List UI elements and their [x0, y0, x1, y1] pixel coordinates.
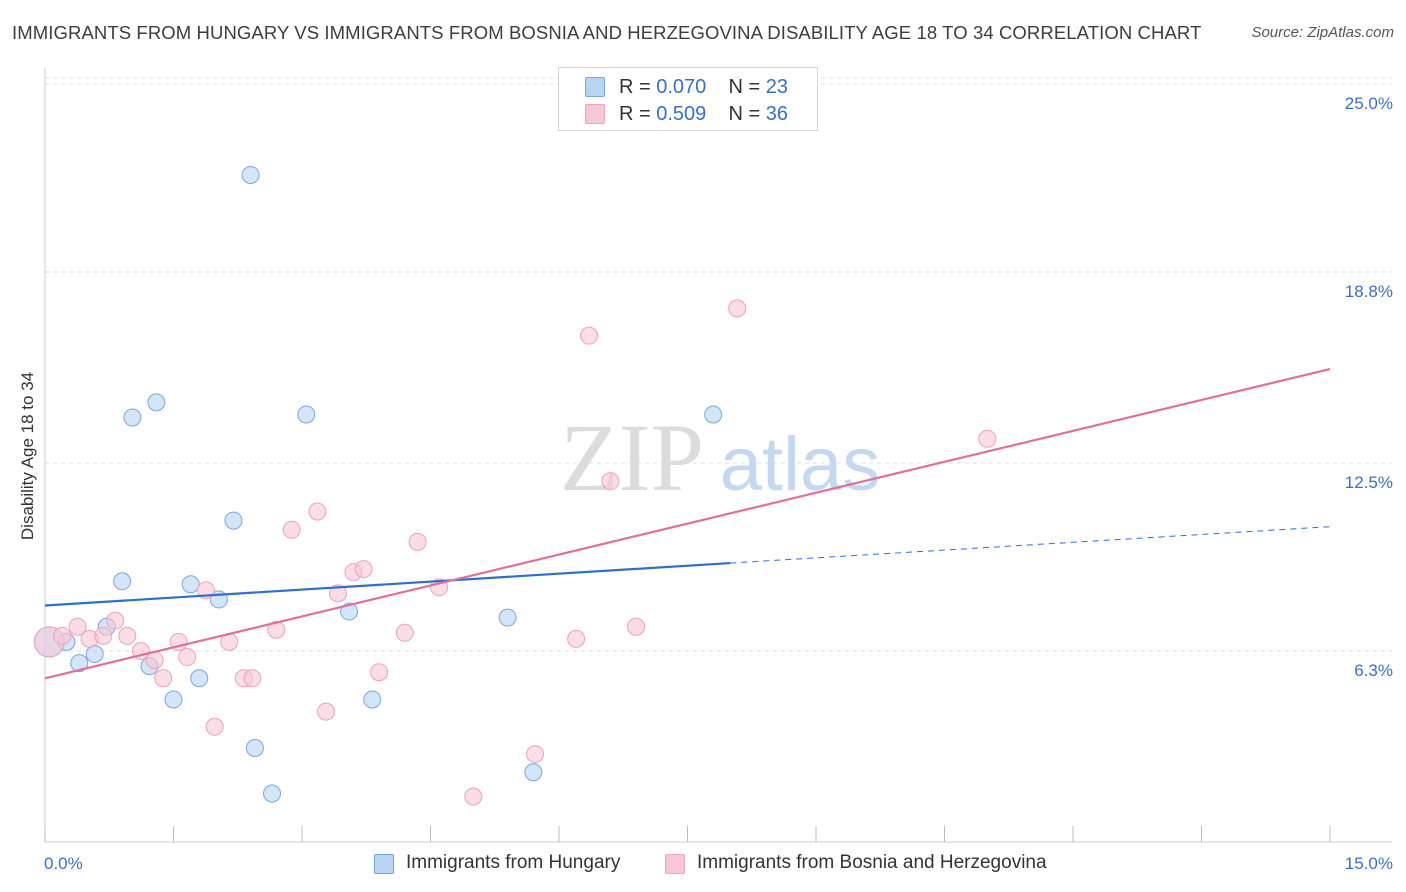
chart-title: IMMIGRANTS FROM HUNGARY VS IMMIGRANTS FR…	[12, 22, 1202, 43]
data-point	[627, 617, 646, 636]
data-point	[164, 690, 183, 709]
data-point	[464, 787, 483, 806]
data-point	[106, 611, 125, 630]
data-point	[340, 602, 359, 621]
y-tick-label: 18.8%	[1345, 282, 1393, 301]
data-point	[728, 299, 747, 318]
trend-line-hungary-extension	[730, 526, 1331, 564]
data-point	[245, 739, 264, 758]
data-point	[205, 717, 224, 736]
zipatlas-watermark: ZIP atlas	[560, 404, 880, 511]
legend-bottom-label-hungary: Immigrants from Hungary	[406, 852, 621, 873]
legend-n-value: 36	[765, 103, 789, 125]
data-point	[178, 648, 197, 667]
legend-bottom-label-bosnia: Immigrants from Bosnia and Herzegovina	[697, 852, 1047, 873]
data-point	[308, 502, 327, 521]
series-bosnia-points	[33, 299, 997, 806]
data-point	[524, 763, 543, 782]
data-point	[579, 326, 598, 345]
legend-bottom-swatch-hungary	[374, 854, 394, 874]
grid-lines	[45, 77, 1392, 652]
legend-r-label: R =	[619, 103, 657, 125]
data-point	[154, 669, 173, 688]
data-point	[263, 784, 282, 803]
data-point	[704, 405, 723, 424]
data-point	[297, 405, 316, 424]
legend-n-label: N =	[728, 103, 766, 125]
legend-r-label: R =	[619, 76, 657, 98]
data-point	[978, 429, 997, 448]
data-point	[190, 669, 209, 688]
legend-swatch-bosnia	[585, 104, 605, 124]
data-point	[395, 623, 414, 642]
data-point	[567, 629, 586, 648]
legend-r-value: 0.509	[656, 103, 707, 125]
trend-line-bosnia	[44, 367, 1331, 680]
legend-swatch-hungary	[585, 77, 605, 97]
y-tick-label: 12.5%	[1345, 473, 1393, 492]
data-point	[498, 608, 517, 627]
data-point	[70, 654, 89, 673]
y-axis-label: Disability Age 18 to 34	[18, 371, 37, 541]
data-point	[243, 669, 262, 688]
data-point	[354, 560, 373, 579]
data-point	[85, 645, 104, 664]
correlation-legend: R = 0.070 N = 23 R = 0.509 N = 36	[558, 67, 818, 131]
legend-n-label: N =	[728, 76, 766, 98]
data-point	[181, 575, 200, 594]
data-point	[94, 626, 113, 645]
axes	[44, 68, 1392, 843]
legend-r-value: 0.070	[656, 76, 707, 98]
data-point	[370, 663, 389, 682]
data-point	[224, 511, 243, 530]
legend-bottom-swatch-bosnia	[665, 854, 685, 874]
data-point	[123, 408, 142, 427]
watermark-zip: ZIP	[560, 404, 704, 511]
legend-n-value: 23	[765, 76, 789, 98]
tick-labels: 6.3% 12.5% 18.8% 25.0% 0.0% 15.0%	[44, 94, 1393, 873]
data-point	[408, 532, 427, 551]
data-point	[113, 572, 132, 591]
data-point	[267, 620, 286, 639]
trend-line-hungary	[44, 561, 731, 607]
data-point	[53, 626, 72, 645]
data-point	[147, 393, 166, 412]
x-tick-label: 15.0%	[1345, 854, 1393, 873]
data-point	[316, 702, 335, 721]
data-point	[526, 745, 545, 764]
data-point	[68, 617, 87, 636]
data-point	[601, 472, 620, 491]
data-point	[241, 165, 260, 184]
data-point	[282, 520, 301, 539]
trend-lines	[44, 367, 1331, 680]
y-tick-label: 25.0%	[1345, 94, 1393, 113]
data-point	[118, 626, 137, 645]
source-label: Source: ZipAtlas.com	[1251, 24, 1394, 41]
y-tick-label: 6.3%	[1354, 661, 1393, 680]
x-tick-label: 0.0%	[44, 854, 83, 873]
data-point	[328, 584, 347, 603]
data-point	[363, 690, 382, 709]
watermark-atlas: atlas	[720, 422, 881, 507]
